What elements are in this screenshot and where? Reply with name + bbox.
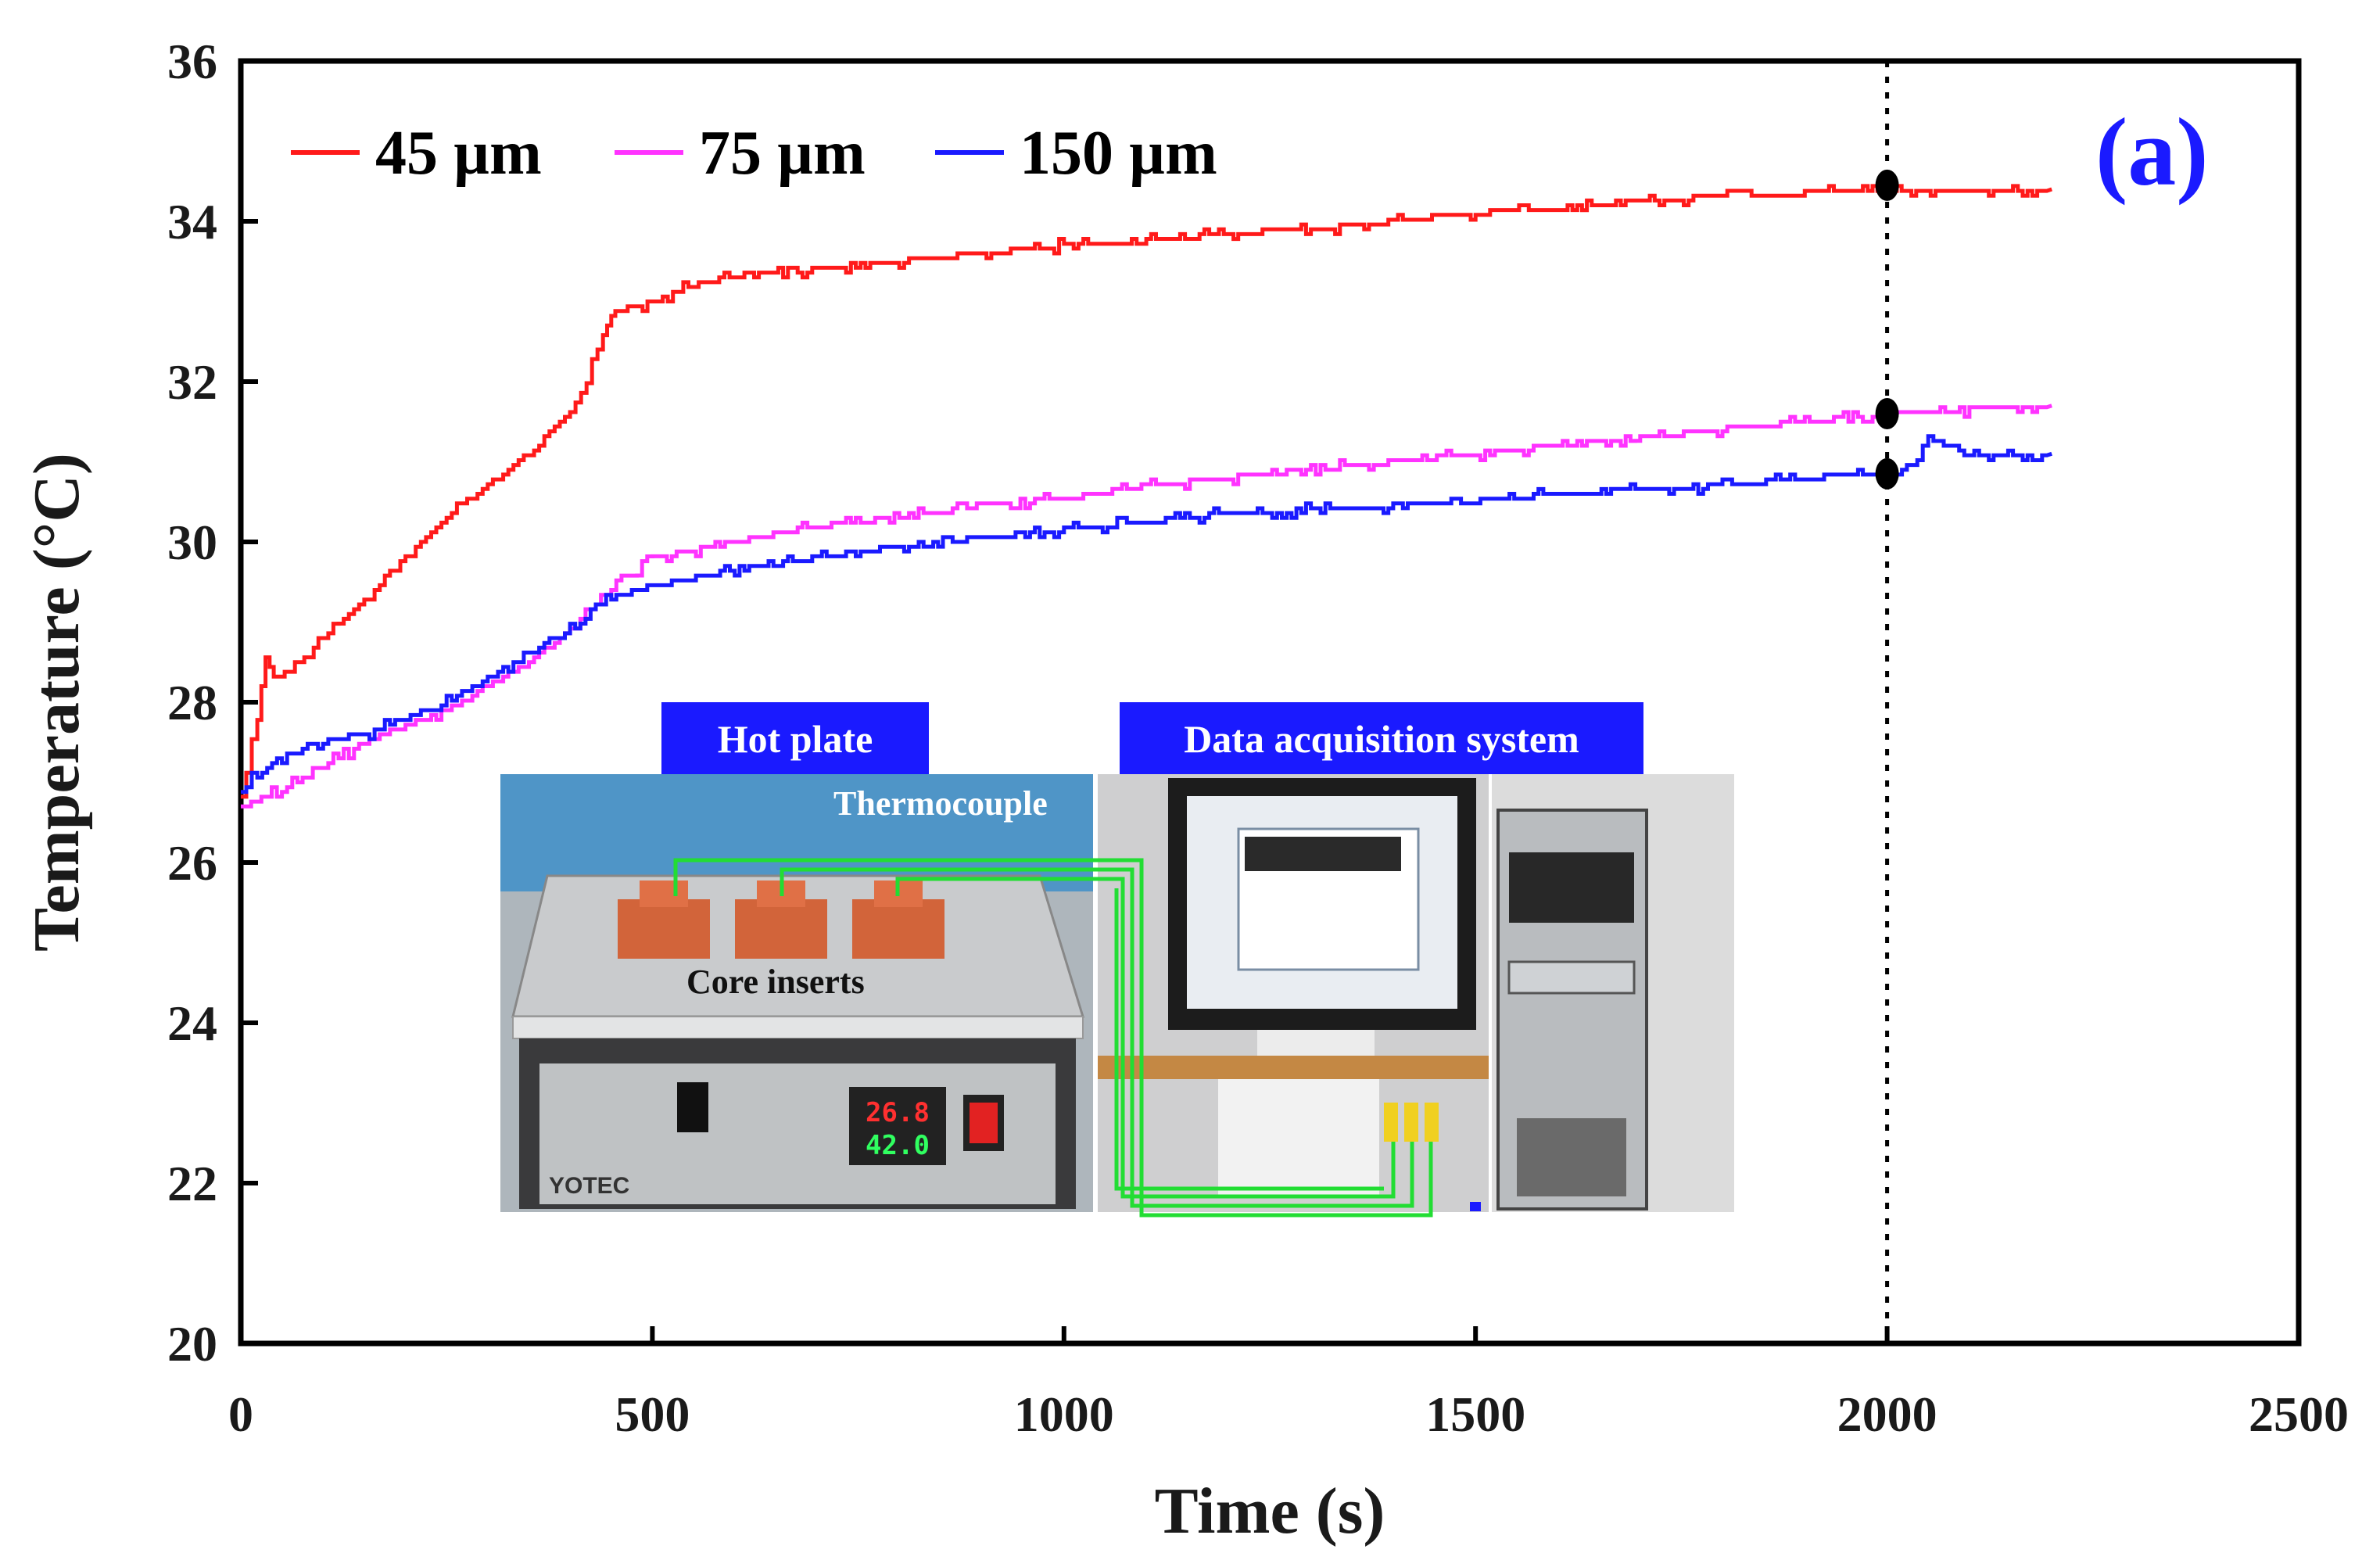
marker-group [1875, 169, 1899, 490]
desk-surface [1098, 1056, 1489, 1079]
computer-vent [1517, 1118, 1626, 1196]
x-tick-label: 500 [615, 1386, 690, 1442]
y-tick-label: 32 [167, 354, 217, 410]
y-tick-label: 24 [167, 995, 217, 1051]
series-group [241, 184, 2053, 809]
power-switch-lamp [970, 1103, 998, 1143]
y-axis-title: Temperature (°C) [20, 453, 93, 952]
y-tick-label: 30 [167, 515, 217, 570]
daq-title: Data acquisition system [1184, 717, 1579, 761]
thermocouple-wires [673, 858, 1433, 1218]
y-tick-label: 22 [167, 1156, 217, 1211]
screen-readouts [1245, 837, 1401, 871]
x-tick-label: 2500 [2249, 1386, 2349, 1442]
computer-small-square [1470, 1202, 1481, 1211]
core-insert-1 [618, 881, 710, 959]
daq-title-box [1120, 702, 1643, 774]
thermocouple-plugs [1384, 1103, 1439, 1142]
brand-label: YOTEC [549, 1173, 629, 1199]
knob-panel [677, 1082, 708, 1132]
legend: 45 µm 75 µm 150 µm [291, 119, 1217, 188]
y-tick-label: 26 [167, 835, 217, 891]
thermocouple-label: Thermocouple [833, 784, 1048, 823]
y-tick-label: 20 [167, 1316, 217, 1372]
hot-plate-wall [500, 774, 1093, 891]
panel-label: (a) [2095, 99, 2209, 206]
core-inserts-label: Core inserts [686, 963, 865, 1001]
legend-label-150: 150 µm [1020, 119, 1217, 188]
controller-display [849, 1087, 946, 1165]
inset-photo: 26.8 42.0 YOTEC Core inserts Thermocoupl… [500, 702, 1734, 1218]
x-axis-title: Time (s) [1155, 1475, 1385, 1548]
legend-label-45: 45 µm [375, 119, 542, 188]
hot-plate-edge [512, 1016, 1084, 1039]
y-tick-label: 34 [167, 194, 217, 249]
hot-plate-title-box [661, 702, 929, 774]
series-line-2 [241, 434, 2053, 794]
data-marker-0 [1875, 169, 1899, 201]
x-tick-label: 2000 [1837, 1386, 1937, 1442]
computer-drive-bay [1507, 960, 1636, 995]
hot-plate-title: Hot plate [718, 717, 873, 761]
controller-sv: 42.0 [866, 1130, 930, 1161]
daq-box [1218, 1071, 1379, 1196]
y-axis-ticks: 20 22 24 26 28 30 32 34 36 [167, 34, 258, 1372]
computer-front [1509, 852, 1634, 923]
controller-pv: 26.8 [866, 1097, 930, 1128]
series-line-1 [241, 403, 2052, 809]
data-marker-2 [1875, 457, 1899, 490]
x-tick-label: 0 [228, 1386, 253, 1442]
data-marker-1 [1875, 398, 1899, 429]
core-insert-3 [852, 881, 944, 959]
y-tick-label: 36 [167, 34, 217, 89]
y-tick-label: 28 [167, 675, 217, 730]
series-line-0 [241, 184, 2053, 799]
legend-label-75: 75 µm [699, 119, 866, 188]
x-tick-label: 1500 [1425, 1386, 1525, 1442]
x-tick-label: 1000 [1014, 1386, 1114, 1442]
x-axis-ticks: 0 500 1000 1500 2000 2500 [228, 1326, 2349, 1442]
